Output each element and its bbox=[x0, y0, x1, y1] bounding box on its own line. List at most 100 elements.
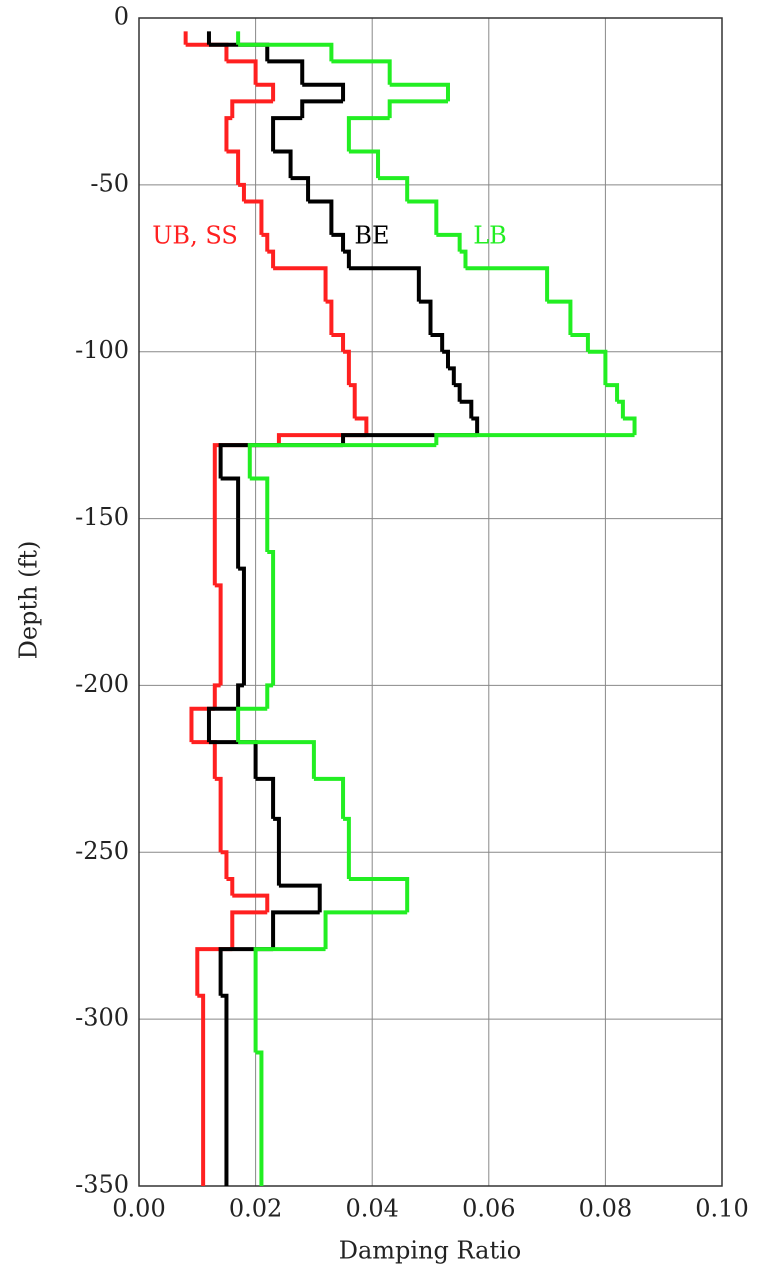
step-segment bbox=[300, 99, 344, 119]
step-segment bbox=[343, 816, 351, 879]
step-segment bbox=[238, 42, 334, 62]
step-segment bbox=[547, 299, 573, 336]
step-segment bbox=[302, 82, 346, 102]
step-segment bbox=[331, 333, 346, 352]
step-segment bbox=[191, 740, 217, 779]
step-segment bbox=[453, 383, 462, 402]
step-segment bbox=[232, 893, 270, 913]
step-segment bbox=[220, 476, 241, 519]
step-segment bbox=[255, 82, 276, 102]
step-segment bbox=[220, 850, 229, 879]
step-segment bbox=[323, 910, 408, 950]
step-segment bbox=[407, 199, 439, 235]
step-segment bbox=[206, 706, 239, 743]
step-segment bbox=[587, 349, 608, 386]
step-segment bbox=[348, 266, 421, 302]
step-segment bbox=[389, 82, 450, 102]
step-segment bbox=[348, 149, 381, 179]
step-segment bbox=[570, 333, 590, 352]
step-segment bbox=[273, 816, 281, 886]
step-segment bbox=[230, 910, 268, 950]
step-segment bbox=[214, 583, 223, 686]
step-segment bbox=[273, 149, 293, 179]
y-axis-label: Depth (ft) bbox=[15, 541, 43, 660]
step-segment bbox=[208, 42, 270, 62]
step-segment bbox=[459, 249, 468, 269]
step-segment bbox=[325, 299, 334, 336]
step-segment bbox=[238, 566, 246, 686]
plot-frame bbox=[138, 17, 723, 1187]
step-segment bbox=[218, 443, 344, 479]
y-tick-label: -250 bbox=[75, 837, 129, 865]
step-segment bbox=[346, 116, 390, 152]
step-segment bbox=[236, 706, 268, 743]
y-tick-label: -300 bbox=[75, 1004, 129, 1032]
step-segment bbox=[354, 416, 369, 436]
x-tick-label: 0.04 bbox=[345, 1195, 398, 1223]
step-segment bbox=[308, 199, 334, 235]
step-segment bbox=[341, 433, 478, 446]
step-segment bbox=[255, 1050, 264, 1186]
step-segment bbox=[276, 433, 367, 446]
step-segment bbox=[226, 149, 241, 185]
step-segment bbox=[226, 876, 235, 896]
y-tick-label: -150 bbox=[75, 503, 129, 531]
step-segment bbox=[236, 683, 244, 709]
step-segment bbox=[212, 443, 279, 479]
step-segment bbox=[197, 993, 206, 1186]
x-tick-label: 0.06 bbox=[462, 1195, 515, 1223]
x-tick-label: 0.02 bbox=[229, 1195, 282, 1223]
step-segment bbox=[465, 266, 550, 302]
series-label: BE bbox=[354, 222, 389, 250]
step-segment bbox=[249, 476, 270, 552]
step-segment bbox=[348, 876, 410, 913]
step-segment bbox=[348, 383, 357, 419]
step-segment bbox=[290, 176, 311, 202]
step-segment bbox=[189, 706, 215, 743]
series-label: UB, SS bbox=[152, 222, 238, 250]
step-segment bbox=[247, 443, 437, 479]
series-label: LB bbox=[473, 222, 507, 250]
step-segment bbox=[418, 299, 433, 336]
step-segment bbox=[278, 883, 322, 913]
y-tick-label: -50 bbox=[90, 169, 129, 197]
step-segment bbox=[230, 99, 274, 119]
step-segment bbox=[447, 366, 456, 386]
step-segment bbox=[271, 116, 303, 152]
step-segment bbox=[218, 947, 274, 996]
step-segment bbox=[343, 249, 351, 269]
step-segment bbox=[214, 776, 223, 853]
step-segment bbox=[243, 199, 264, 235]
step-segment bbox=[434, 433, 635, 446]
step-segment bbox=[261, 232, 270, 252]
x-axis-label: Damping Ratio bbox=[339, 1237, 522, 1265]
step-segment bbox=[331, 59, 392, 85]
step-segment bbox=[267, 549, 276, 686]
x-tick-label: 0.00 bbox=[112, 1195, 165, 1223]
step-segment bbox=[471, 416, 480, 436]
y-tick-label: 0 bbox=[114, 3, 129, 31]
step-segment bbox=[387, 99, 448, 119]
y-tick-label: -100 bbox=[75, 336, 129, 364]
step-segment bbox=[267, 59, 305, 85]
step-segment bbox=[267, 249, 276, 269]
step-segment bbox=[212, 683, 221, 709]
y-tick-label: -350 bbox=[75, 1171, 129, 1199]
step-segment bbox=[195, 947, 233, 996]
step-segment bbox=[436, 232, 462, 252]
step-segment bbox=[622, 416, 637, 436]
step-segment bbox=[253, 947, 326, 1053]
step-segment bbox=[226, 59, 258, 85]
step-segment bbox=[238, 182, 246, 202]
step-segment bbox=[430, 333, 445, 352]
step-segment bbox=[605, 383, 620, 402]
step-segment bbox=[343, 349, 351, 386]
step-segment bbox=[459, 399, 474, 419]
step-segment bbox=[255, 776, 276, 819]
y-tick-label: -200 bbox=[75, 670, 129, 698]
step-segment bbox=[224, 116, 233, 152]
step-segment bbox=[331, 232, 346, 252]
step-segment bbox=[220, 993, 229, 1186]
